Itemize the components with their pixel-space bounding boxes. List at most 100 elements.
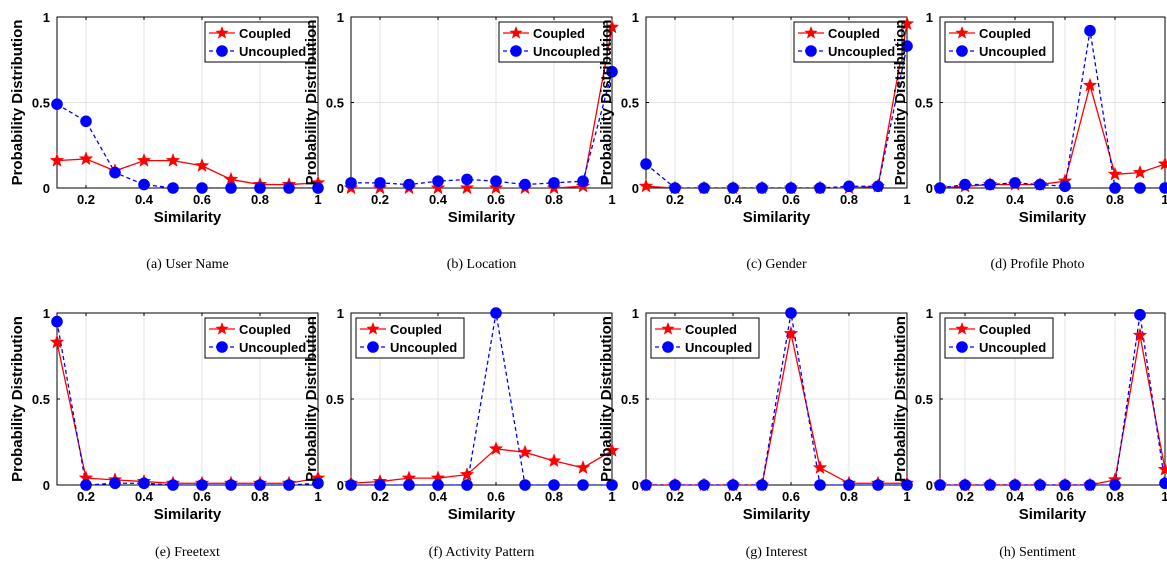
x-tick-label: 0.2: [666, 192, 684, 207]
uncoupled-data-point: [490, 307, 502, 319]
uncoupled-data-point: [1059, 479, 1071, 491]
subfigure-caption: (h) Sentiment: [999, 545, 1076, 560]
x-tick-label: 0.4: [135, 192, 154, 207]
y-tick-label: 0.5: [32, 392, 50, 407]
uncoupled-data-point: [577, 479, 589, 491]
coupled-series-line: [351, 448, 612, 484]
uncoupled-data-point: [984, 178, 996, 191]
uncoupled-data-point: [432, 175, 444, 187]
uncoupled-data-point: [934, 479, 946, 491]
uncoupled-data-point: [138, 178, 150, 191]
x-tick-label: 0.8: [840, 489, 858, 504]
uncoupled-data-point: [814, 182, 826, 194]
legend-star-marker: [215, 322, 229, 335]
uncoupled-data-point: [1159, 477, 1167, 490]
uncoupled-series-line: [351, 313, 612, 485]
uncoupled-series-line: [646, 313, 907, 485]
x-tick-label: 1: [1161, 192, 1167, 207]
x-tick-label: 0.4: [135, 489, 154, 504]
x-tick-label: 0.4: [1006, 192, 1025, 207]
legend-label: Uncoupled: [979, 44, 1046, 59]
uncoupled-data-point: [109, 166, 121, 179]
uncoupled-data-point: [461, 479, 473, 491]
legend: Coupled Uncoupled: [650, 317, 760, 359]
y-tick-label: 0: [632, 181, 639, 196]
subfigure-caption: (d) Profile Photo: [990, 257, 1084, 272]
y-tick-label: 0: [632, 478, 639, 493]
y-tick-label: 0.5: [621, 392, 639, 407]
uncoupled-data-point: [785, 182, 797, 194]
x-tick-label: 0.4: [724, 489, 743, 504]
legend: Coupled Uncoupled: [204, 21, 314, 63]
uncoupled-data-point: [606, 65, 618, 78]
uncoupled-data-point: [756, 479, 768, 491]
legend-label: Uncoupled: [685, 340, 752, 355]
legend: Coupled Uncoupled: [204, 317, 314, 359]
y-tick-label: 0: [337, 478, 344, 493]
coupled-data-point: [1132, 327, 1148, 342]
uncoupled-data-point: [698, 182, 710, 194]
subfigure-caption: (g) Interest: [746, 545, 808, 560]
uncoupled-data-point: [606, 479, 618, 491]
legend-label: Uncoupled: [390, 340, 457, 355]
y-axis-label: Probability Distribution: [9, 316, 26, 482]
coupled-series-line: [57, 342, 318, 484]
y-tick-label: 1: [632, 306, 639, 321]
x-tick-label: 1: [903, 192, 910, 207]
x-axis-label: Similarity: [154, 506, 222, 523]
uncoupled-data-point: [138, 477, 150, 490]
chart-panel: 0.2 0.4 0.6 0.8 1 0 0.5 1 Similarity Probability …: [598, 306, 915, 560]
uncoupled-data-point: [1159, 182, 1167, 194]
y-tick-label: 0: [926, 478, 933, 493]
uncoupled-data-point: [312, 477, 324, 490]
x-tick-label: 0.6: [487, 489, 505, 504]
y-tick-label: 0: [926, 181, 933, 196]
uncoupled-data-point: [345, 177, 357, 189]
y-tick-label: 0.5: [915, 392, 933, 407]
uncoupled-data-point: [640, 158, 652, 170]
x-axis-label: Similarity: [1019, 209, 1087, 226]
uncoupled-data-point: [51, 98, 63, 111]
legend-label: Coupled: [239, 26, 291, 41]
uncoupled-data-point: [196, 182, 208, 194]
x-tick-label: 0.8: [545, 489, 563, 504]
uncoupled-data-point: [1059, 180, 1071, 193]
y-tick-label: 0.5: [32, 96, 50, 111]
coupled-data-point: [459, 180, 475, 195]
legend-label: Uncoupled: [979, 340, 1046, 355]
coupled-series-line: [940, 335, 1165, 485]
legend-circle-marker: [216, 341, 228, 353]
uncoupled-data-point: [785, 307, 797, 319]
uncoupled-data-point: [669, 479, 681, 491]
coupled-data-point: [488, 180, 504, 195]
x-tick-label: 1: [903, 489, 910, 504]
x-axis-label: Similarity: [154, 209, 222, 226]
y-tick-label: 0.5: [621, 96, 639, 111]
chart-panel: 0.2 0.4 0.6 0.8 1 0 0.5 1 Similarity Probability …: [9, 306, 326, 560]
uncoupled-data-point: [51, 315, 63, 328]
legend-star-marker: [215, 26, 229, 39]
coupled-data-point: [575, 460, 591, 475]
plot-area: [940, 314, 1165, 485]
plot-area: [57, 103, 318, 188]
y-tick-label: 0: [43, 181, 50, 196]
coupled-series-line: [646, 23, 907, 188]
coupled-data-point: [49, 334, 65, 349]
x-tick-label: 1: [1161, 489, 1167, 504]
legend-label: Coupled: [239, 322, 291, 337]
uncoupled-data-point: [1084, 24, 1096, 37]
y-axis-label: Probability Distribution: [892, 20, 909, 186]
legend-star-marker: [955, 26, 969, 39]
coupled-data-point: [546, 453, 562, 468]
x-tick-label: 0.8: [1106, 489, 1124, 504]
uncoupled-data-point: [403, 479, 415, 491]
y-tick-label: 1: [43, 10, 50, 25]
x-tick-label: 1: [608, 489, 615, 504]
x-tick-label: 0.8: [1106, 192, 1124, 207]
x-tick-label: 0.6: [193, 489, 211, 504]
chart-panel: 0.2 0.4 0.6 0.8 1 0 0.5 1 Similarity Probability …: [892, 10, 1167, 272]
x-tick-label: 0.8: [840, 192, 858, 207]
coupled-data-point: [136, 152, 152, 167]
y-tick-label: 1: [337, 306, 344, 321]
uncoupled-data-point: [1084, 479, 1096, 491]
